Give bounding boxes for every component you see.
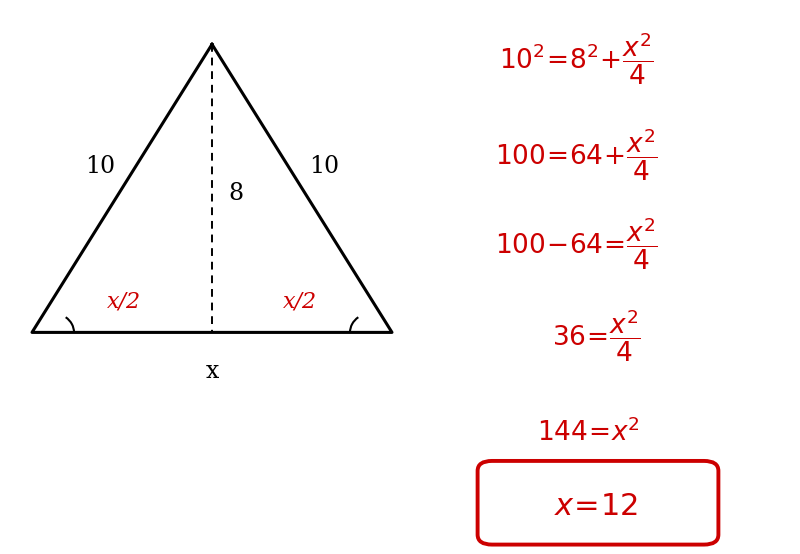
Text: 10: 10 xyxy=(309,155,339,178)
Text: $100\!=\!64\!+\!\dfrac{x^2}{4}$: $100\!=\!64\!+\!\dfrac{x^2}{4}$ xyxy=(494,127,658,183)
Text: $10^2\!=\!8^2\!+\!\dfrac{x^2}{4}$: $10^2\!=\!8^2\!+\!\dfrac{x^2}{4}$ xyxy=(498,30,654,86)
Text: 8: 8 xyxy=(229,182,243,206)
Text: $100\!-\!64\!=\!\dfrac{x^2}{4}$: $100\!-\!64\!=\!\dfrac{x^2}{4}$ xyxy=(494,216,658,272)
Text: 10: 10 xyxy=(85,155,115,178)
Text: x/2: x/2 xyxy=(107,291,141,313)
Text: $36\!=\!\dfrac{x^2}{4}$: $36\!=\!\dfrac{x^2}{4}$ xyxy=(552,307,640,363)
Text: $144\!=\!x^2$: $144\!=\!x^2$ xyxy=(537,418,639,447)
Text: x/2: x/2 xyxy=(283,291,317,313)
Text: $x\!=\!12$: $x\!=\!12$ xyxy=(554,491,638,522)
Text: x: x xyxy=(206,360,218,383)
